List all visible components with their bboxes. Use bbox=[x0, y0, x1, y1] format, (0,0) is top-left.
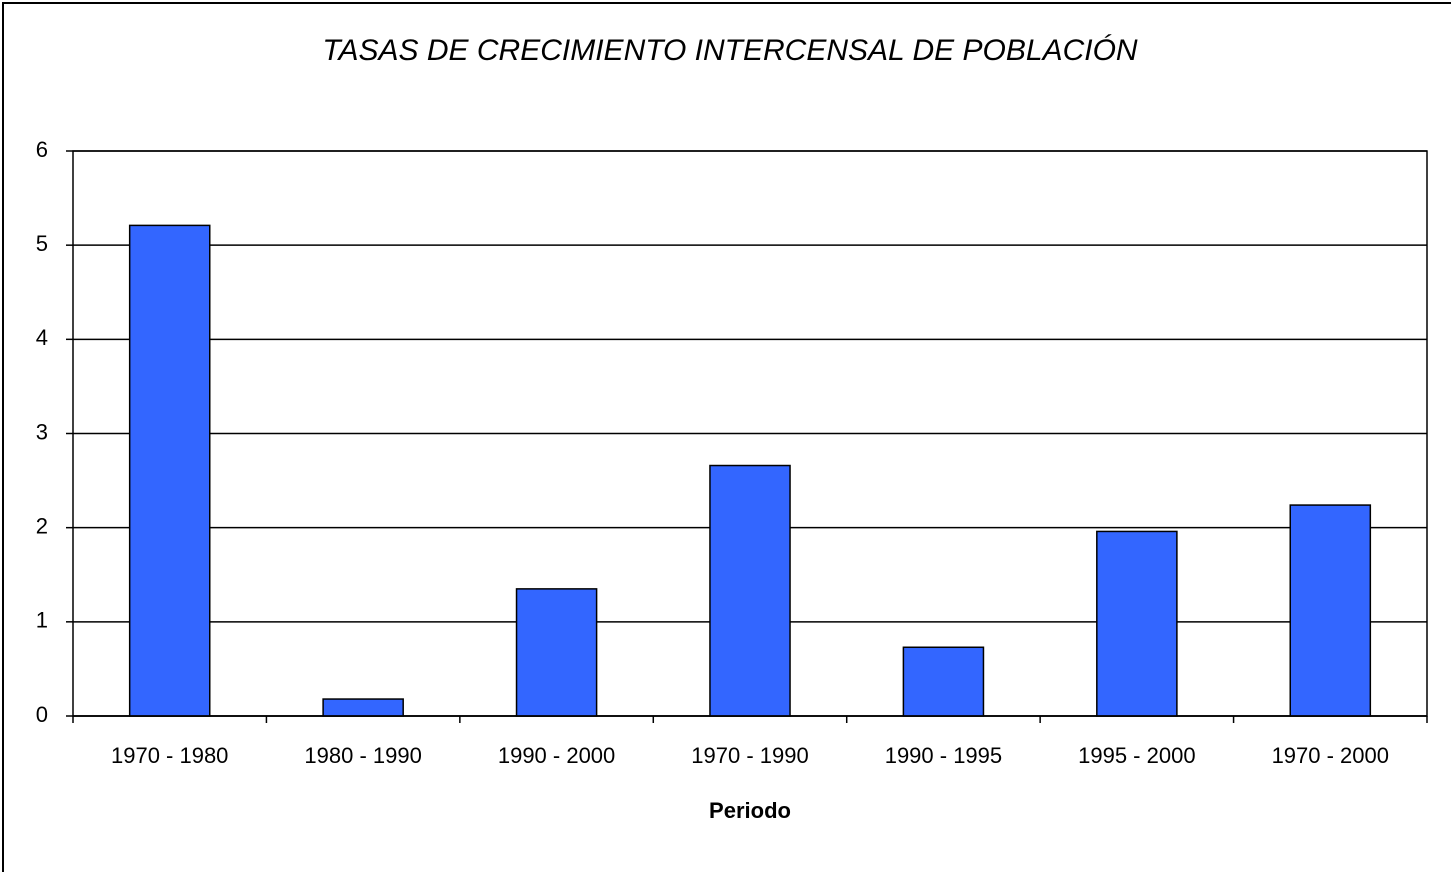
bar bbox=[128, 224, 211, 717]
x-tick-label: 1980 - 1990 bbox=[304, 743, 421, 768]
bar bbox=[1096, 530, 1178, 717]
y-tick-label: 6 bbox=[36, 137, 48, 162]
bar bbox=[1289, 504, 1372, 717]
bar bbox=[902, 646, 985, 717]
y-tick-label: 1 bbox=[36, 608, 48, 633]
x-tick-label: 1970 - 1990 bbox=[691, 743, 808, 768]
x-axis-label: Periodo bbox=[709, 798, 791, 823]
x-tick-label: 1970 - 2000 bbox=[1272, 743, 1389, 768]
y-tick-label: 2 bbox=[36, 513, 48, 538]
x-tick-label: 1990 - 1995 bbox=[885, 743, 1002, 768]
y-tick-label: 5 bbox=[36, 231, 48, 256]
chart-title: TASAS DE CRECIMIENTO INTERCENSAL DE POBL… bbox=[322, 34, 1138, 67]
bar bbox=[515, 588, 598, 717]
y-tick-label: 4 bbox=[36, 325, 48, 350]
x-tick-label: 1970 - 1980 bbox=[111, 743, 228, 768]
bar bbox=[322, 698, 404, 717]
bar bbox=[709, 464, 791, 717]
y-tick-label: 0 bbox=[36, 702, 48, 727]
x-tick-label: 1995 - 2000 bbox=[1078, 743, 1195, 768]
x-tick-label: 1990 - 2000 bbox=[498, 743, 615, 768]
y-tick-label: 3 bbox=[36, 419, 48, 444]
